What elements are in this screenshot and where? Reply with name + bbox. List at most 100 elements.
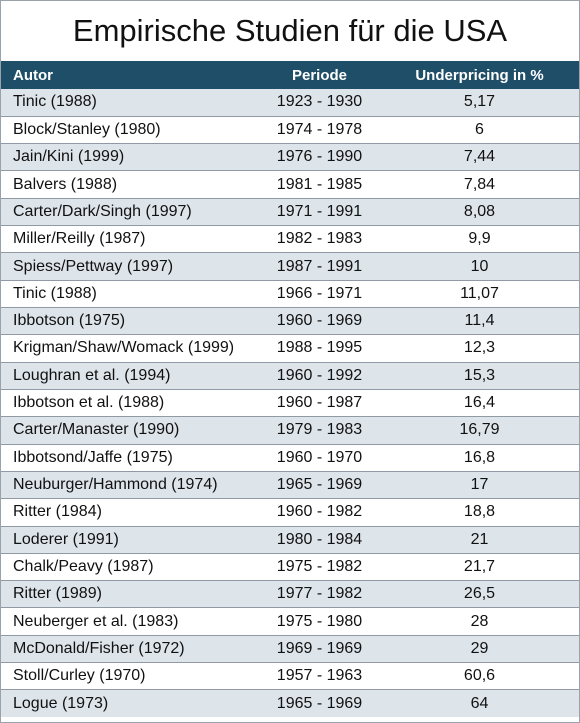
period-cell: 1960 - 1970 [259,444,380,472]
period-cell: 1982 - 1983 [259,225,380,254]
author-cell: Chalk/Peavy (1987) [1,553,259,582]
author-cell: Stoll/Curley (1970) [1,662,259,691]
period-cell: 1971 - 1991 [259,198,380,227]
table-row: Carter/Manaster (1990) 1979 - 1983 16,79 [1,416,579,445]
author-cell: Ritter (1989) [1,580,259,609]
underpricing-cell: 26,5 [380,580,579,609]
column-header-underpricing: Underpricing in % [415,66,544,84]
period-cell: 1960 - 1969 [259,307,380,336]
table-row: Chalk/Peavy (1987) 1975 - 1982 21,7 [1,553,579,582]
period-cell: 1981 - 1985 [259,170,380,199]
table-row: Ibbotson et al. (1988) 1960 - 1987 16,4 [1,389,579,418]
author-cell: Neuburger/Hammond (1974) [1,471,259,500]
table-row: Loughran et al. (1994) 1960 - 1992 15,3 [1,362,579,390]
period-cell: 1974 - 1978 [259,116,380,145]
table-row: Krigman/Shaw/Womack (1999) 1988 - 1995 12,… [1,334,579,363]
author-cell: Carter/Manaster (1990) [1,416,259,445]
table-row: Tinic (1988) 1966 - 1971 11,07 [1,280,579,309]
author-cell: Tinic (1988) [1,89,259,117]
underpricing-cell: 8,08 [380,198,579,227]
underpricing-cell: 28 [380,607,579,636]
author-cell: Tinic (1988) [1,280,259,309]
table-row: Neuberger et al. (1983) 1975 - 1980 28 [1,607,579,636]
table-row: Loderer (1991) 1980 - 1984 21 [1,526,579,554]
underpricing-cell: 9,9 [380,225,579,254]
author-cell: Loughran et al. (1994) [1,362,259,390]
period-cell: 1966 - 1971 [259,280,380,309]
table-row: Logue (1973) 1965 - 1969 64 [1,689,579,718]
underpricing-cell: 15,3 [380,362,579,390]
header-row: Autor Periode Underpricing in % [1,61,579,89]
author-cell: Miller/Reilly (1987) [1,225,259,254]
underpricing-cell: 18,8 [380,498,579,527]
period-cell: 1923 - 1930 [259,89,380,117]
table-row: Balvers (1988) 1981 - 1985 7,84 [1,170,579,199]
underpricing-cell: 16,79 [380,416,579,445]
author-cell: Ibbotsond/Jaffe (1975) [1,444,259,472]
table-header: Autor Periode Underpricing in % [1,61,579,89]
underpricing-cell: 29 [380,635,579,664]
table-row: Ritter (1989) 1977 - 1982 26,5 [1,580,579,609]
period-cell: 1976 - 1990 [259,143,380,172]
underpricing-cell: 5,17 [380,89,579,117]
author-cell: Logue (1973) [13,694,109,712]
period-cell: 1980 - 1984 [259,526,380,554]
period-cell: 1975 - 1980 [259,607,380,636]
table-row: Miller/Reilly (1987) 1982 - 1983 9,9 [1,225,579,254]
author-cell: Block/Stanley (1980) [1,116,259,145]
table-row: Ibbotsond/Jaffe (1975) 1960 - 1970 16,8 [1,444,579,472]
underpricing-cell: 7,84 [380,170,579,199]
table-row: Block/Stanley (1980) 1974 - 1978 6 [1,116,579,145]
table-row: Neuburger/Hammond (1974) 1965 - 1969 17 [1,471,579,500]
period-cell: 1960 - 1992 [259,362,380,390]
author-cell: Jain/Kini (1999) [1,143,259,172]
period-cell: 1977 - 1982 [259,580,380,609]
author-cell: Ibbotson et al. (1988) [1,389,259,418]
author-cell: Ritter (1984) [1,498,259,527]
underpricing-cell: 21,7 [380,553,579,582]
table-row: Jain/Kini (1999) 1976 - 1990 7,44 [1,143,579,172]
underpricing-cell: 11,4 [380,307,579,336]
underpricing-cell: 7,44 [380,143,579,172]
underpricing-cell: 64 [470,694,489,712]
author-cell: Carter/Dark/Singh (1997) [1,198,259,227]
underpricing-cell: 10 [380,252,579,281]
page-title: Empirische Studien für die USA [72,13,508,48]
period-cell: 1960 - 1987 [259,389,380,418]
table-row: Ibbotson (1975) 1960 - 1969 11,4 [1,307,579,336]
author-cell: Neuberger et al. (1983) [1,607,259,636]
underpricing-cell: 17 [380,471,579,500]
author-cell: Loderer (1991) [1,526,259,554]
underpricing-cell: 21 [380,526,579,554]
period-cell: 1988 - 1995 [259,334,380,363]
period-cell: 1979 - 1983 [259,416,380,445]
period-cell: 1965 - 1969 [259,471,380,500]
underpricing-cell: 6 [380,116,579,145]
author-cell: Balvers (1988) [1,170,259,199]
table-body: Tinic (1988) 1923 - 1930 5,17 Block/Stanley… [1,89,579,718]
underpricing-cell: 16,4 [380,389,579,418]
table-row: Stoll/Curley (1970) 1957 - 1963 60,6 [1,662,579,691]
author-cell: McDonald/Fisher (1972) [1,635,259,664]
table-row: Tinic (1988) 1923 - 1930 5,17 [1,89,579,117]
period-cell: 1969 - 1969 [259,635,380,664]
author-cell: Spiess/Pettway (1997) [1,252,259,281]
table-row: Carter/Dark/Singh (1997) 1971 - 1991 8,08 [1,198,579,227]
underpricing-cell: 12,3 [380,334,579,363]
table-row: Spiess/Pettway (1997) 1987 - 1991 10 [1,252,579,281]
author-cell: Krigman/Shaw/Womack (1999) [1,334,259,363]
underpricing-cell: 60,6 [380,662,579,691]
author-cell: Ibbotson (1975) [1,307,259,336]
column-header-author: Autor [13,66,53,84]
underpricing-cell: 16,8 [380,444,579,472]
underpricing-cell: 11,07 [380,280,579,309]
table-row: Ritter (1984) 1960 - 1982 18,8 [1,498,579,527]
period-cell: 1957 - 1963 [259,662,380,691]
table-row: McDonald/Fisher (1972) 1969 - 1969 29 [1,635,579,664]
column-header-period: Periode [291,66,348,84]
studies-table: Autor Periode Underpricing in % Tinic (1… [1,61,579,718]
period-cell: 1965 - 1969 [276,694,363,712]
period-cell: 1975 - 1982 [259,553,380,582]
period-cell: 1987 - 1991 [259,252,380,281]
